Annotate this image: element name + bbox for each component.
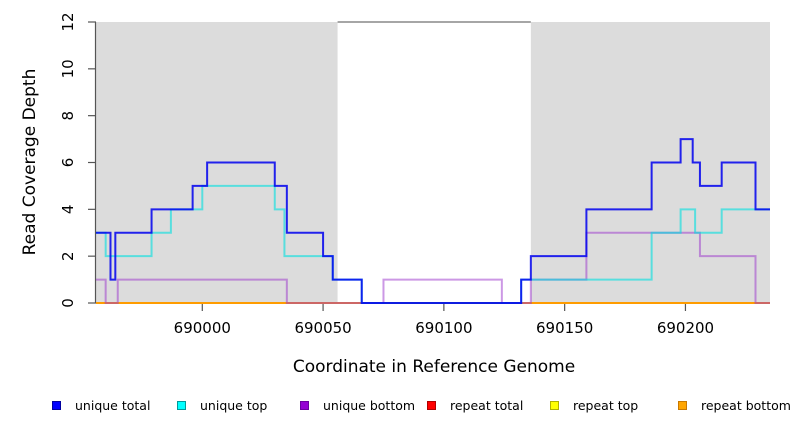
legend-label: repeat top <box>573 397 639 413</box>
legend-label: unique total <box>75 397 151 413</box>
legend-swatch-repeat-top <box>550 400 559 410</box>
legend-label: repeat total <box>450 397 524 413</box>
legend: unique total unique top unique bottom repea… <box>0 394 792 418</box>
y-tick-label: 4 <box>59 205 77 215</box>
legend-item-repeat-total: repeat total <box>427 394 523 416</box>
legend-label: unique bottom <box>323 397 416 413</box>
legend-label: unique top <box>200 397 268 413</box>
y-tick-label: 10 <box>59 59 77 78</box>
legend-item-unique-total: unique total <box>52 394 150 416</box>
y-tick-label: 0 <box>59 298 77 308</box>
legend-label: repeat bottom <box>701 397 791 413</box>
y-axis-title: Read Coverage Depth <box>20 68 40 256</box>
x-tick-label: 690100 <box>415 319 472 337</box>
legend-swatch-unique-top <box>177 400 186 410</box>
legend-swatch-unique-total <box>52 400 61 410</box>
legend-swatch-repeat-total <box>427 400 436 410</box>
series-unique-bottom <box>96 231 770 304</box>
y-tick-label: 12 <box>59 12 77 31</box>
x-tick-label: 690050 <box>294 319 351 337</box>
legend-item-repeat-bottom: repeat bottom <box>678 394 791 416</box>
legend-swatch-unique-bottom <box>300 400 309 410</box>
x-axis-title: Coordinate in Reference Genome <box>292 357 576 377</box>
series-unique-total <box>96 138 770 304</box>
legend-item-unique-top: unique top <box>177 394 267 416</box>
y-tick-label: 6 <box>59 158 77 168</box>
x-tick-label: 690200 <box>657 319 714 337</box>
y-tick-label: 8 <box>59 111 77 121</box>
legend-item-unique-bottom: unique bottom <box>300 394 415 416</box>
legend-item-repeat-top: repeat top <box>550 394 638 416</box>
y-tick-label: 2 <box>59 251 77 261</box>
x-tick-label: 690000 <box>174 319 231 337</box>
x-tick-label: 690150 <box>536 319 593 337</box>
legend-swatch-repeat-bottom <box>678 400 687 410</box>
